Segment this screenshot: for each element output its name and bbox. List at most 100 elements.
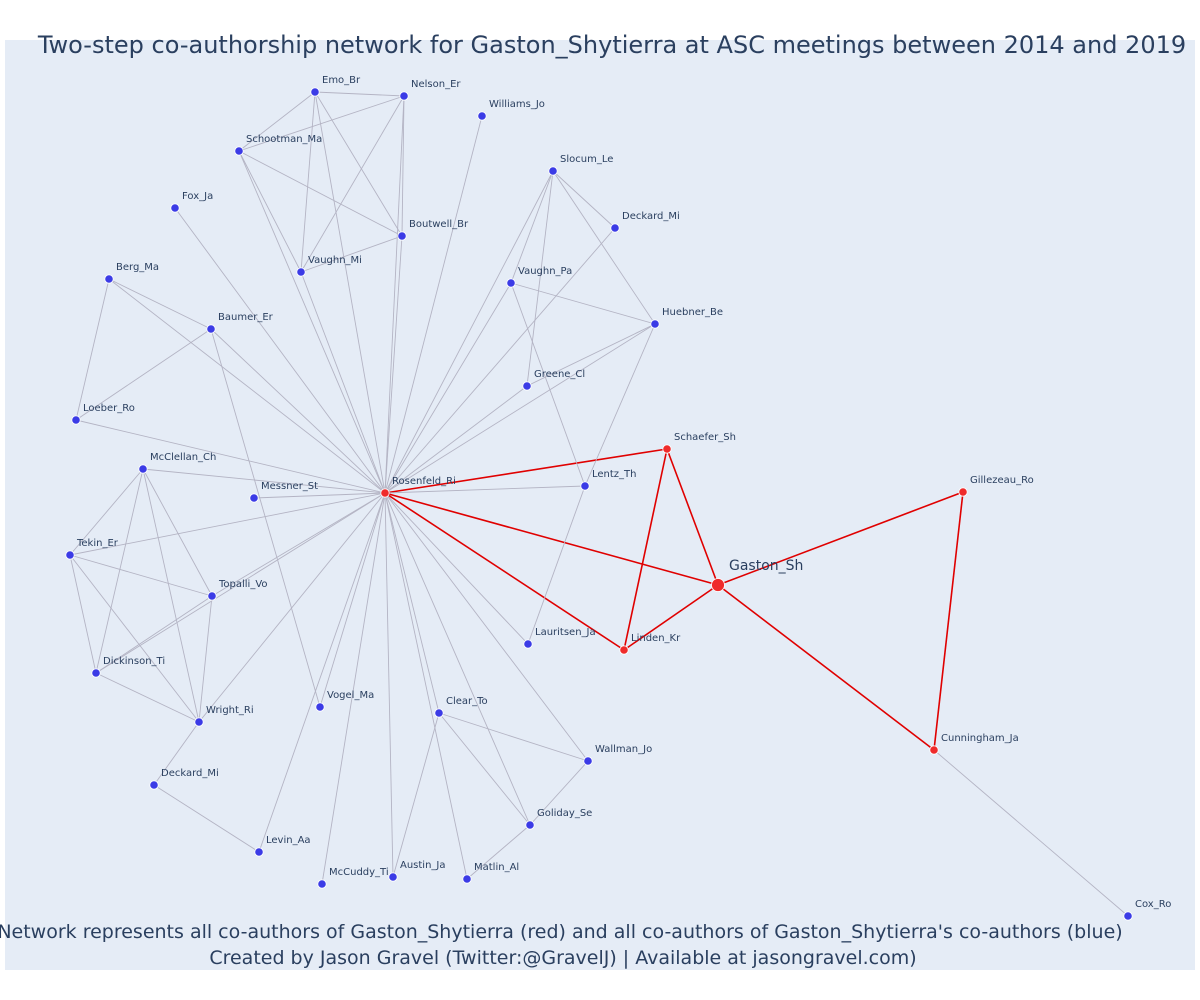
edge-rosenfeld-ri-schaefer-sh [384, 448, 668, 494]
node-marker[interactable] [583, 756, 593, 766]
node-marker[interactable] [610, 223, 620, 233]
node-label: Vaughn_Pa [518, 266, 572, 277]
node-marker[interactable] [71, 415, 81, 425]
node-marker[interactable] [548, 166, 558, 176]
node-label: Vaughn_Mi [308, 255, 362, 266]
edge-rosenfeld-ri-dickinson-ti [95, 492, 386, 674]
node-gaston-sh[interactable]: Gaston_Sh [711, 558, 804, 592]
node-cox-ro[interactable]: Cox_Ro [1123, 899, 1172, 921]
node-baumer-er[interactable]: Baumer_Er [206, 312, 274, 334]
node-messner-st[interactable]: Messner_St [249, 481, 318, 503]
node-marker[interactable] [65, 550, 75, 560]
node-marker[interactable] [380, 488, 390, 498]
node-williams-jo[interactable]: Williams_Jo [477, 99, 545, 121]
edge-wright-ri-deckard-mi [153, 721, 200, 786]
node-austin-ja[interactable]: Austin_Ja [388, 860, 446, 882]
node-marker[interactable] [206, 324, 216, 334]
node-rosenfeld-ri[interactable]: Rosenfeld_Ri [380, 476, 456, 498]
node-marker[interactable] [506, 278, 516, 288]
node-marker[interactable] [711, 578, 725, 592]
node-marker[interactable] [650, 319, 660, 329]
edge-slocum-le-huebner-be [552, 170, 656, 325]
node-mccuddy-ti[interactable]: McCuddy_Ti [317, 867, 389, 889]
node-dickinson-ti[interactable]: Dickinson_Ti [91, 656, 165, 678]
node-linden-kr[interactable]: Linden_Kr [619, 633, 681, 655]
node-boutwell-br[interactable]: Boutwell_Br [397, 219, 469, 241]
node-huebner-be[interactable]: Huebner_Be [650, 307, 723, 329]
node-levin-aa[interactable]: Levin_Aa [254, 835, 311, 857]
node-marker[interactable] [249, 493, 259, 503]
node-matlin-al[interactable]: Matlin_Al [462, 862, 519, 884]
node-marker[interactable] [929, 745, 939, 755]
node-marker[interactable] [296, 267, 306, 277]
edge-vaughn-pa-huebner-be [510, 282, 656, 325]
node-topalli-vo[interactable]: Topalli_Vo [207, 579, 268, 601]
node-marker[interactable] [234, 146, 244, 156]
node-marker[interactable] [388, 872, 398, 882]
node-marker[interactable] [580, 481, 590, 491]
node-marker[interactable] [434, 708, 444, 718]
node-schootman-ma[interactable]: Schootman_Ma [234, 134, 323, 156]
node-marker[interactable] [958, 487, 968, 497]
node-marker[interactable] [317, 879, 327, 889]
node-vaughn-pa[interactable]: Vaughn_Pa [506, 266, 572, 288]
node-marker[interactable] [170, 203, 180, 213]
node-marker[interactable] [207, 591, 217, 601]
node-marker[interactable] [399, 91, 409, 101]
node-slocum-le[interactable]: Slocum_Le [548, 154, 614, 176]
node-loeber-ro[interactable]: Loeber_Ro [71, 403, 135, 425]
node-marker[interactable] [315, 702, 325, 712]
node-marker[interactable] [523, 639, 533, 649]
node-marker[interactable] [397, 231, 407, 241]
node-deckard-mi[interactable]: Deckard_Mi [610, 211, 680, 233]
node-wright-ri[interactable]: Wright_Ri [194, 705, 254, 727]
edge-cunningham-ja-cox-ro [933, 749, 1129, 917]
node-greene-cl[interactable]: Greene_Cl [522, 369, 585, 391]
edge-emo-br-vaughn-mi [300, 91, 316, 273]
node-wallman-jo[interactable]: Wallman_Jo [583, 744, 652, 766]
node-nelson-er[interactable]: Nelson_Er [399, 79, 462, 101]
edge-rosenfeld-ri-messner-st [253, 492, 386, 499]
node-marker[interactable] [462, 874, 472, 884]
node-deckard-mi[interactable]: Deckard_Mi [149, 768, 219, 790]
node-schaefer-sh[interactable]: Schaefer_Sh [662, 432, 736, 454]
node-marker[interactable] [194, 717, 204, 727]
node-vaughn-mi[interactable]: Vaughn_Mi [296, 255, 362, 277]
edge-tekin-er-wright-ri [69, 554, 200, 723]
node-lentz-th[interactable]: Lentz_Th [580, 469, 637, 491]
figure-caption-line-2: Created by Jason Gravel (Twitter:@Gravel… [209, 947, 916, 969]
edge-mcclellan-ch-wright-ri [142, 468, 200, 723]
edge-goliday-se-wallman-jo [529, 760, 589, 826]
node-label: Huebner_Be [662, 307, 723, 318]
node-label: Loeber_Ro [83, 403, 135, 414]
node-marker[interactable] [104, 274, 114, 284]
node-emo-br[interactable]: Emo_Br [310, 75, 361, 97]
node-goliday-se[interactable]: Goliday_Se [525, 808, 593, 830]
node-vogel-ma[interactable]: Vogel_Ma [315, 690, 374, 712]
node-marker[interactable] [254, 847, 264, 857]
node-fox-ja[interactable]: Fox_Ja [170, 191, 213, 213]
edge-schaefer-sh-linden-kr [623, 448, 668, 651]
edge-mcclellan-ch-dickinson-ti [95, 468, 144, 674]
node-tekin-er[interactable]: Tekin_Er [65, 538, 119, 560]
edge-rosenfeld-ri-vaughn-pa [384, 282, 512, 494]
node-berg-ma[interactable]: Berg_Ma [104, 262, 159, 284]
node-marker[interactable] [525, 820, 535, 830]
node-mcclellan-ch[interactable]: McClellan_Ch [138, 452, 217, 474]
node-cunningham-ja[interactable]: Cunningham_Ja [929, 733, 1019, 755]
node-clear-to[interactable]: Clear_To [434, 696, 488, 718]
node-marker[interactable] [662, 444, 672, 454]
node-marker[interactable] [477, 111, 487, 121]
node-marker[interactable] [91, 668, 101, 678]
node-lauritsen-ja[interactable]: Lauritsen_Ja [523, 627, 596, 649]
edge-vaughn-mi-boutwell-br [300, 235, 403, 273]
node-marker[interactable] [1123, 911, 1133, 921]
node-gillezeau-ro[interactable]: Gillezeau_Ro [958, 475, 1034, 497]
node-marker[interactable] [619, 645, 629, 655]
edge-slocum-le-deckard-mi [552, 170, 616, 229]
node-marker[interactable] [310, 87, 320, 97]
node-marker[interactable] [149, 780, 159, 790]
node-marker[interactable] [138, 464, 148, 474]
node-marker[interactable] [522, 381, 532, 391]
edge-dickinson-ti-wright-ri [95, 672, 200, 723]
